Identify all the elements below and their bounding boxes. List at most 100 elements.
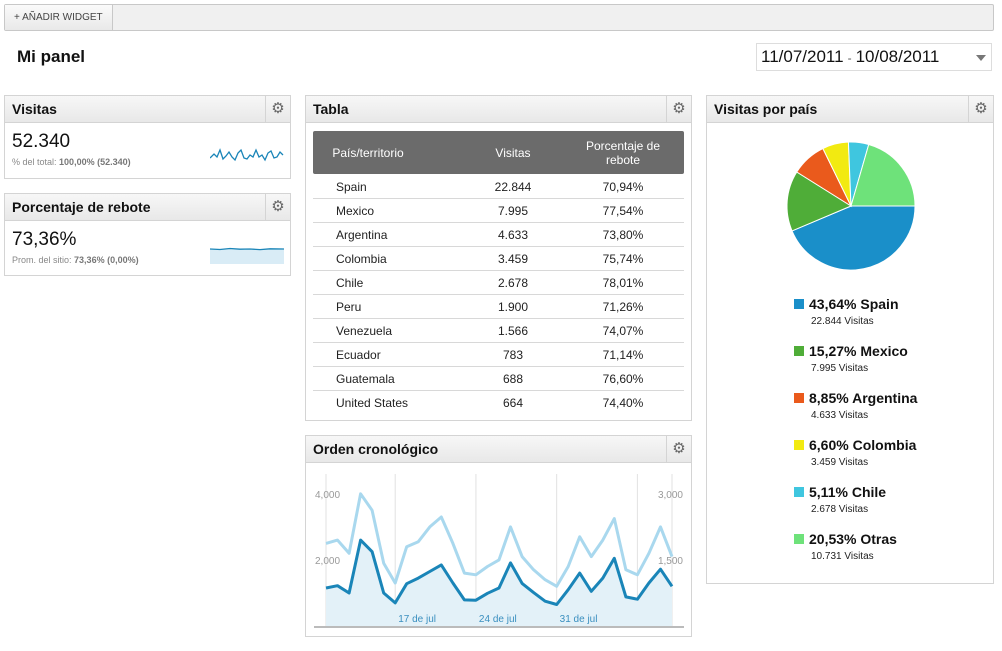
chevron-down-icon[interactable] [976,55,986,61]
widget-pais: Visitas por país ⚙ 43,64% Spain 22.844 V… [706,95,994,584]
widget-visitas: Visitas ⚙ 52.340 % del total: 100,00% (5… [4,95,291,179]
widget-title: Visitas por país [714,101,818,117]
widget-title: Visitas [12,101,57,117]
pie-slice-spain[interactable] [791,205,916,271]
sparkline-rebote [210,247,284,264]
cell-visits: 688 [502,372,524,386]
table-row: Mexico 7.995 77,54% [313,199,684,223]
gear-icon[interactable]: ⚙ [968,96,993,122]
line-chart: 2,000 4,000 1,500 3,000 17 de jul 24 de jul 31… [314,474,684,628]
pie-slice-otras[interactable] [850,143,916,207]
metric-subtext: % del total: 100,00% (52.340) [12,157,131,167]
table-row: Chile 2.678 78,01% [313,271,684,295]
series-line-1[interactable] [325,538,674,606]
legend-swatch [794,393,804,403]
cell-visits: 1.566 [497,324,529,338]
column-header[interactable]: País/territorio [332,146,404,160]
legend-label: 20,53% Otras [809,531,897,547]
widget-header: Porcentaje de rebote ⚙ [5,194,290,221]
cell-visits: 783 [502,348,524,362]
cell-country: Ecuador [336,348,381,362]
column-header[interactable]: Porcentaje de rebote [585,139,661,167]
widget-title: Orden cronológico [313,441,439,457]
table-row: Ecuador 783 71,14% [313,343,684,367]
cell-country: Chile [336,276,364,290]
y-tick-left: 2,000 [315,556,340,567]
table-row: Guatemala 688 76,60% [313,367,684,391]
metric-subtext: Prom. del sitio: 73,36% (0,00%) [12,255,139,265]
cell-bounce: 77,54% [602,204,644,218]
widget-tabla: Tabla ⚙ País/territorio Visitas Porcenta… [305,95,692,421]
widget-title: Tabla [313,101,349,117]
cell-country: Argentina [336,228,388,242]
legend-swatch [794,487,804,497]
widget-cronologico: Orden cronológico ⚙ 2,000 4,000 1,500 3,000… [305,435,692,637]
cell-visits: 4.633 [497,228,529,242]
table-row: Peru 1.900 71,26% [313,295,684,319]
widget-header: Visitas ⚙ [5,96,290,123]
cell-visits: 664 [502,396,524,410]
gear-icon[interactable]: ⚙ [265,96,290,122]
legend-swatch [794,534,804,544]
widget-header: Tabla ⚙ [306,96,691,123]
cell-bounce: 78,01% [602,276,644,290]
table-row: Argentina 4.633 73,80% [313,223,684,247]
legend-subtext: 10.731 Visitas [811,551,874,562]
table-header: País/territorio Visitas Porcentaje de re… [313,131,684,174]
add-widget-button[interactable]: + AÑADIR WIDGET [5,5,113,30]
column-header[interactable]: Visitas [495,146,531,160]
x-tick-label: 17 de jul [398,614,436,625]
legend-label: 8,85% Argentina [809,390,918,406]
metric-value: 73,36% [12,229,77,250]
area-fill [326,540,672,626]
cell-bounce: 71,14% [602,348,644,362]
cell-country: Guatemala [336,372,395,386]
widget-header: Visitas por país ⚙ [707,96,993,123]
legend-swatch [794,299,804,309]
metric-sub-value: 73,36% (0,00%) [74,255,139,265]
pie-chart [786,141,916,271]
gear-icon[interactable]: ⚙ [666,436,691,462]
cell-visits: 22.844 [494,180,532,194]
page-title: Mi panel [17,47,86,66]
cell-visits: 3.459 [497,252,529,266]
table-row: Venezuela 1.566 74,07% [313,319,684,343]
cell-country: Colombia [336,252,387,266]
table-row: United States 664 74,40% [313,391,684,415]
cell-country: Peru [336,300,362,314]
gear-icon[interactable]: ⚙ [265,194,290,220]
cell-bounce: 70,94% [602,180,644,194]
series-line-0[interactable] [325,492,674,588]
cell-visits: 7.995 [497,204,529,218]
widget-header: Orden cronológico ⚙ [306,436,691,463]
cell-country: Venezuela [336,324,393,338]
legend-label: 15,27% Mexico [809,343,908,359]
cell-bounce: 73,80% [602,228,644,242]
cell-country: United States [336,396,409,410]
legend-label: 43,64% Spain [809,296,899,312]
pie-slice-mexico[interactable] [786,171,853,232]
cell-bounce: 74,40% [602,396,644,410]
table-row: Colombia 3.459 75,74% [313,247,684,271]
metric-value: 52.340 [12,131,71,152]
y-tick-left: 4,000 [315,490,340,501]
cell-bounce: 71,26% [602,300,644,314]
date-range-picker[interactable]: 11/07/2011-10/08/2011 [756,43,992,71]
legend-swatch [794,440,804,450]
top-toolbar: + AÑADIR WIDGET [4,4,994,31]
legend-label: 5,11% Chile [809,484,887,500]
cell-bounce: 75,74% [602,252,644,266]
x-tick-label: 24 de jul [479,614,517,625]
widget-rebote: Porcentaje de rebote ⚙ 73,36% Prom. del … [4,193,291,276]
gear-icon[interactable]: ⚙ [666,96,691,122]
date-end: 10/08/2011 [855,47,940,66]
legend-label: 6,60% Colombia [809,437,917,453]
cell-visits: 2.678 [497,276,529,290]
date-separator: - [847,51,852,65]
widget-title: Porcentaje de rebote [12,199,151,215]
cell-country: Spain [336,180,367,194]
cell-country: Mexico [336,204,375,218]
date-start: 11/07/2011 [761,47,844,66]
table-row: Spain 22.844 70,94% [313,175,684,199]
sparkline-visitas [210,148,284,162]
